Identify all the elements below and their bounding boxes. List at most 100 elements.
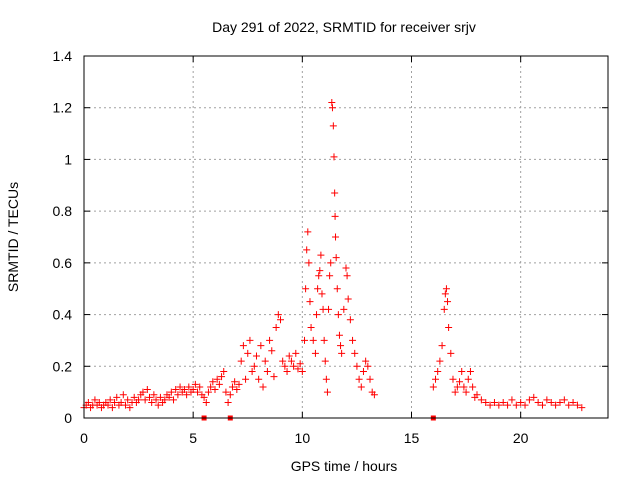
data-point [204, 388, 212, 396]
data-point [226, 391, 234, 399]
data-point [150, 391, 158, 399]
data-point [124, 396, 132, 404]
data-point [294, 365, 302, 373]
data-point [174, 391, 182, 399]
data-point [337, 342, 345, 350]
data-point [117, 398, 125, 406]
data-point [154, 401, 162, 409]
data-point [436, 357, 444, 365]
data-point [222, 388, 230, 396]
data-point [248, 367, 256, 375]
data-points [80, 99, 586, 421]
data-point [287, 357, 295, 365]
data-point [473, 391, 481, 399]
data-point [442, 285, 450, 293]
data-point [521, 401, 529, 409]
data-point [91, 396, 99, 404]
data-point [447, 349, 455, 357]
data-point [235, 380, 243, 388]
data-point [328, 104, 336, 112]
data-point [322, 375, 330, 383]
data-point [451, 388, 459, 396]
data-point [207, 383, 215, 391]
y-tick-label: 0.8 [53, 203, 73, 219]
data-point [126, 404, 134, 412]
data-point [304, 228, 312, 236]
data-point [318, 290, 326, 298]
data-point [156, 393, 164, 401]
x-axis-label: GPS time / hours [291, 458, 398, 474]
data-point [257, 342, 265, 350]
data-point [552, 401, 560, 409]
data-point [104, 401, 112, 409]
y-tick-label: 1 [64, 151, 72, 167]
data-point [316, 267, 324, 275]
data-point [453, 383, 461, 391]
data-point [458, 367, 466, 375]
data-point [332, 233, 340, 241]
data-point [106, 396, 114, 404]
data-point [464, 375, 472, 383]
data-point [434, 367, 442, 375]
data-point [534, 398, 542, 406]
data-point [233, 386, 241, 394]
data-point [357, 383, 365, 391]
data-point [328, 99, 336, 107]
data-point [285, 352, 293, 360]
data-point [298, 367, 306, 375]
data-point [281, 362, 289, 370]
data-point [290, 362, 298, 370]
data-point [370, 391, 378, 399]
data-point [323, 388, 331, 396]
data-point [460, 383, 468, 391]
data-point [456, 378, 464, 386]
data-point [309, 336, 317, 344]
data-point [255, 375, 263, 383]
data-point [343, 272, 351, 280]
axis-ticks: 0 0.2 0.4 0.6 0.8 1 1.2 1.4 0 5 10 15 20 [53, 48, 608, 446]
data-point [250, 362, 258, 370]
data-point [196, 383, 204, 391]
data-point [252, 352, 260, 360]
data-point [315, 272, 323, 280]
data-point [326, 272, 334, 280]
data-point [279, 357, 287, 365]
data-point [340, 305, 348, 313]
data-point [303, 246, 311, 254]
y-tick-label: 1.4 [53, 48, 73, 64]
data-point [277, 316, 284, 324]
data-point [432, 375, 440, 383]
data-point [170, 396, 178, 404]
data-point [148, 398, 156, 406]
data-point [218, 373, 226, 381]
data-point [330, 153, 338, 161]
data-point [560, 396, 568, 404]
data-point [242, 375, 250, 383]
data-point [314, 285, 322, 293]
x-tick-label: 5 [189, 430, 197, 446]
data-point [313, 311, 321, 319]
data-point [508, 396, 516, 404]
data-point [139, 388, 147, 396]
data-point [108, 404, 116, 412]
data-point [119, 391, 127, 399]
data-point [246, 336, 254, 344]
data-point [329, 122, 337, 130]
data-point [449, 375, 457, 383]
data-point [504, 401, 512, 409]
data-point [495, 401, 503, 409]
data-point [351, 349, 359, 357]
data-point [244, 349, 252, 357]
data-point [302, 285, 310, 293]
data-point [213, 375, 221, 383]
data-point [152, 396, 160, 404]
data-point [444, 298, 452, 306]
data-point [332, 254, 340, 262]
data-point [167, 388, 175, 396]
data-point [320, 336, 328, 344]
plot-frame [83, 55, 609, 419]
data-point [231, 378, 239, 386]
data-point [215, 380, 223, 388]
